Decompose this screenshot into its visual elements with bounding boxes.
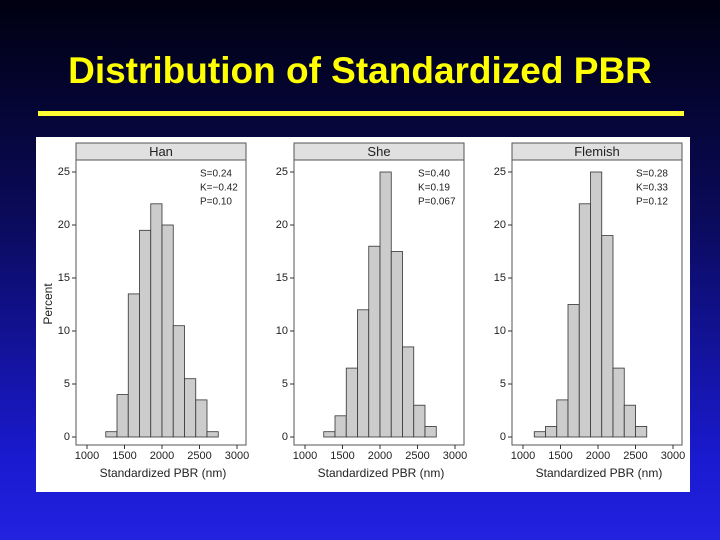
y-tick-label: 15 <box>58 272 70 284</box>
panel-title: Flemish <box>574 144 620 159</box>
annotation: P=0.12 <box>636 197 668 208</box>
histogram-bar <box>195 399 208 438</box>
histogram-bar <box>127 293 140 438</box>
annotation: K=0.33 <box>636 183 668 194</box>
histogram-bar <box>545 425 558 438</box>
histogram-bar <box>105 431 118 438</box>
histogram-bar <box>206 431 219 438</box>
x-axis-label: Standardized PBR (nm) <box>536 466 663 480</box>
y-axis-label: Percent <box>41 283 55 325</box>
histogram-bar <box>578 203 591 438</box>
x-tick-label: 2000 <box>586 450 610 462</box>
x-tick-label: 1500 <box>548 450 572 462</box>
y-tick-label: 5 <box>282 378 288 390</box>
histogram-bar <box>161 224 174 438</box>
panel-title: Han <box>149 144 173 159</box>
histogram-bar <box>116 394 129 438</box>
x-axis-label: Standardized PBR (nm) <box>100 466 227 480</box>
histogram-bar <box>590 171 603 438</box>
histogram-bar <box>345 367 358 438</box>
x-tick-label: 1000 <box>75 450 99 462</box>
x-tick-label: 2000 <box>150 450 174 462</box>
y-tick-label: 25 <box>276 166 288 178</box>
histogram-bar <box>323 431 336 438</box>
histogram-bar <box>139 229 152 438</box>
x-axis-label: Standardized PBR (nm) <box>318 466 445 480</box>
histogram-bar <box>567 304 580 438</box>
histogram-bar <box>184 378 197 438</box>
panel-title: She <box>367 144 390 159</box>
plot-frame <box>293 159 465 446</box>
y-tick-label: 10 <box>494 325 506 337</box>
histogram-bar <box>533 431 546 438</box>
y-tick-label: 10 <box>58 325 70 337</box>
histogram-bar <box>556 399 569 438</box>
histogram-bar <box>150 203 163 438</box>
y-tick-label: 25 <box>58 166 70 178</box>
histogram-bar <box>334 415 347 438</box>
x-tick-label: 1500 <box>112 450 136 462</box>
histogram-bar <box>379 171 392 438</box>
histogram-bar <box>402 346 415 438</box>
x-tick-label: 1000 <box>293 450 317 462</box>
histogram-bar <box>623 404 636 438</box>
y-tick-label: 25 <box>494 166 506 178</box>
x-tick-label: 2000 <box>368 450 392 462</box>
x-tick-label: 3000 <box>443 450 467 462</box>
plot-frame <box>75 159 247 446</box>
y-tick-label: 5 <box>64 378 70 390</box>
x-tick-label: 2500 <box>623 450 647 462</box>
annotation: P=0.067 <box>418 197 456 208</box>
slide-title: Distribution of Standardized PBR <box>68 50 652 91</box>
histogram-bar <box>172 325 185 438</box>
annotation: S=0.40 <box>418 169 450 180</box>
x-tick-label: 3000 <box>225 450 249 462</box>
title-rule <box>38 111 684 116</box>
histogram-bar <box>390 251 403 438</box>
y-tick-label: 5 <box>500 378 506 390</box>
y-tick-label: 0 <box>500 431 506 443</box>
histogram-bar <box>357 309 370 438</box>
y-tick-label: 10 <box>276 325 288 337</box>
plot-frame <box>511 159 683 446</box>
x-tick-label: 2500 <box>405 450 429 462</box>
annotation: K=−0.42 <box>200 183 238 194</box>
annotation: P=0.10 <box>200 197 232 208</box>
histogram-bar <box>635 425 648 438</box>
y-tick-label: 0 <box>282 431 288 443</box>
histogram-bar <box>424 425 437 438</box>
y-tick-label: 20 <box>276 219 288 231</box>
histogram-bar <box>368 245 381 438</box>
y-tick-label: 15 <box>494 272 506 284</box>
annotation: S=0.28 <box>636 169 668 180</box>
x-tick-label: 2500 <box>187 450 211 462</box>
x-tick-label: 3000 <box>661 450 685 462</box>
x-tick-label: 1000 <box>511 450 535 462</box>
annotation: S=0.24 <box>200 169 232 180</box>
y-tick-label: 20 <box>58 219 70 231</box>
histogram-bar <box>413 404 426 438</box>
annotation: K=0.19 <box>418 183 450 194</box>
y-tick-label: 0 <box>64 431 70 443</box>
histogram-bar <box>612 367 625 438</box>
y-tick-label: 20 <box>494 219 506 231</box>
histogram-bar <box>601 235 614 438</box>
x-tick-label: 1500 <box>330 450 354 462</box>
y-tick-label: 15 <box>276 272 288 284</box>
